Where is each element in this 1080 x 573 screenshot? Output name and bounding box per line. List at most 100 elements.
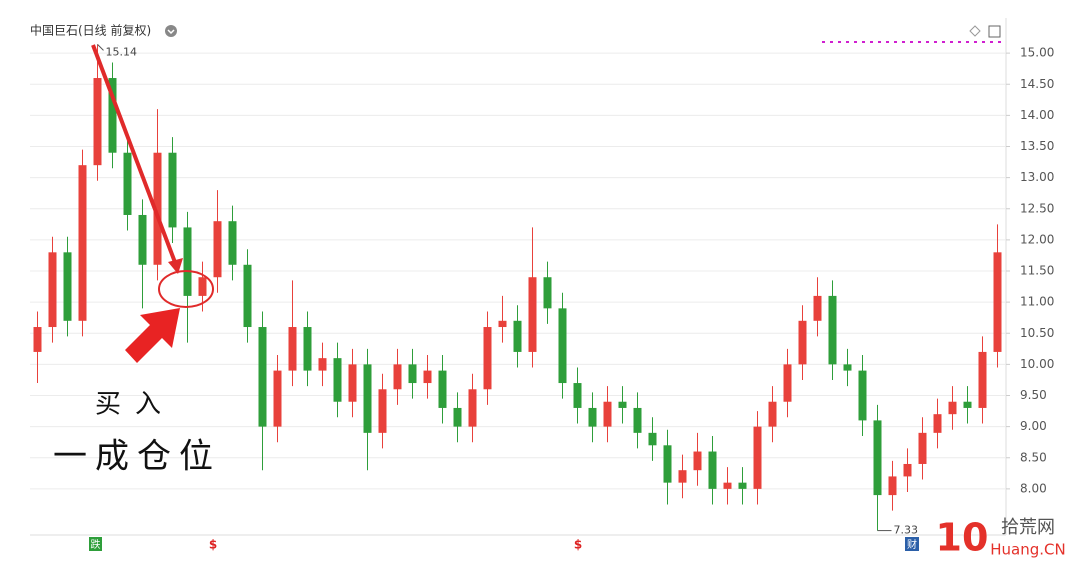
candle-body bbox=[933, 414, 942, 433]
high-label: 15.14 bbox=[106, 45, 138, 58]
candle-body bbox=[828, 295, 837, 365]
candle-body bbox=[633, 407, 642, 433]
event-box bbox=[905, 537, 919, 551]
candle-body bbox=[228, 221, 237, 265]
title-icon bbox=[165, 25, 177, 37]
candle-body bbox=[318, 358, 327, 371]
candle-body bbox=[153, 152, 162, 265]
candle-body bbox=[723, 482, 732, 489]
y-tick-label: 14.50 bbox=[1020, 77, 1054, 91]
candle-body bbox=[813, 295, 822, 321]
candle-body bbox=[273, 370, 282, 427]
y-tick-label: 14.00 bbox=[1020, 108, 1054, 122]
big-arrow bbox=[125, 308, 180, 363]
watermark-site: Huang.CN bbox=[990, 541, 1065, 559]
candle-body bbox=[918, 432, 927, 464]
watermark-name: 拾荒网 bbox=[1001, 517, 1055, 538]
watermark-logo: 10 bbox=[936, 516, 989, 560]
candle-body bbox=[618, 401, 627, 408]
candle-body bbox=[78, 165, 87, 321]
high-pointer bbox=[97, 44, 104, 51]
low-label: 7.33 bbox=[894, 524, 919, 537]
y-tick-label: 9.50 bbox=[1020, 388, 1047, 402]
candle-body bbox=[348, 364, 357, 402]
candle-body bbox=[738, 482, 747, 489]
candle-body bbox=[333, 358, 342, 402]
candle-body bbox=[123, 152, 132, 215]
event-marker: $ bbox=[574, 538, 582, 552]
title-icon-arrow bbox=[167, 29, 175, 35]
candle-body bbox=[363, 364, 372, 433]
candle-body bbox=[198, 277, 207, 296]
candle-body bbox=[843, 364, 852, 371]
candle-body bbox=[438, 370, 447, 408]
candle-body bbox=[483, 327, 492, 390]
candle-body bbox=[303, 327, 312, 371]
candle-body bbox=[708, 451, 717, 489]
candle-body bbox=[408, 364, 417, 384]
candle-body bbox=[288, 327, 297, 371]
candle-body bbox=[183, 227, 192, 296]
candle-body bbox=[963, 401, 972, 408]
candle-body bbox=[513, 320, 522, 352]
candle-body bbox=[243, 264, 252, 328]
candle-body bbox=[108, 78, 117, 153]
candle-body bbox=[543, 277, 552, 309]
trend-arrow bbox=[91, 44, 178, 266]
candle-body bbox=[48, 252, 57, 328]
candle-body bbox=[978, 351, 987, 408]
candle-body bbox=[768, 401, 777, 427]
candle-body bbox=[423, 370, 432, 384]
candle-body bbox=[468, 389, 477, 427]
candle-body bbox=[138, 214, 147, 265]
y-tick-label: 8.00 bbox=[1020, 481, 1047, 495]
candle-body bbox=[903, 463, 912, 477]
y-tick-label: 12.50 bbox=[1020, 201, 1054, 215]
candle-body bbox=[528, 277, 537, 352]
candle-body bbox=[798, 320, 807, 365]
candle-body bbox=[948, 401, 957, 415]
candle-body bbox=[33, 327, 42, 352]
buy-circle bbox=[158, 270, 214, 308]
candle-body bbox=[63, 252, 72, 321]
y-tick-label: 10.50 bbox=[1020, 326, 1054, 340]
y-tick-label: 12.00 bbox=[1020, 232, 1054, 246]
candle-body bbox=[648, 432, 657, 446]
icon-diamond bbox=[969, 25, 981, 37]
annotation: 买入 bbox=[95, 390, 175, 420]
candle-body bbox=[378, 389, 387, 433]
candle-body bbox=[888, 476, 897, 496]
grid bbox=[30, 52, 1006, 490]
chart-title: 中国巨石(日线 前复权) bbox=[30, 23, 151, 38]
y-tick-label: 8.50 bbox=[1020, 450, 1047, 464]
candle-body bbox=[603, 401, 612, 427]
y-tick-label: 11.50 bbox=[1020, 264, 1054, 278]
candle-body bbox=[393, 364, 402, 390]
candle-body bbox=[588, 407, 597, 427]
event-marker: 财 bbox=[907, 538, 917, 551]
candle-body bbox=[213, 221, 222, 278]
candle-body bbox=[783, 364, 792, 402]
y-tick-label: 11.00 bbox=[1020, 295, 1054, 309]
candle-body bbox=[873, 420, 882, 496]
candle-body bbox=[453, 407, 462, 427]
event-marker: 跌 bbox=[91, 538, 101, 551]
candle-body bbox=[498, 320, 507, 328]
event-box bbox=[89, 537, 102, 551]
candle-body bbox=[663, 445, 672, 483]
trend-arrow-head bbox=[168, 258, 183, 274]
candle-body bbox=[168, 152, 177, 228]
candles bbox=[33, 44, 1002, 531]
candle-body bbox=[258, 327, 267, 427]
candle-body bbox=[93, 78, 102, 166]
event-marker: $ bbox=[209, 538, 217, 552]
y-tick-label: 13.00 bbox=[1020, 170, 1054, 184]
candle-body bbox=[858, 370, 867, 421]
candle-body bbox=[993, 252, 1002, 352]
candle-body bbox=[678, 470, 687, 483]
y-tick-label: 9.00 bbox=[1020, 419, 1047, 433]
candle-body bbox=[753, 426, 762, 489]
y-tick-label: 10.00 bbox=[1020, 357, 1054, 371]
